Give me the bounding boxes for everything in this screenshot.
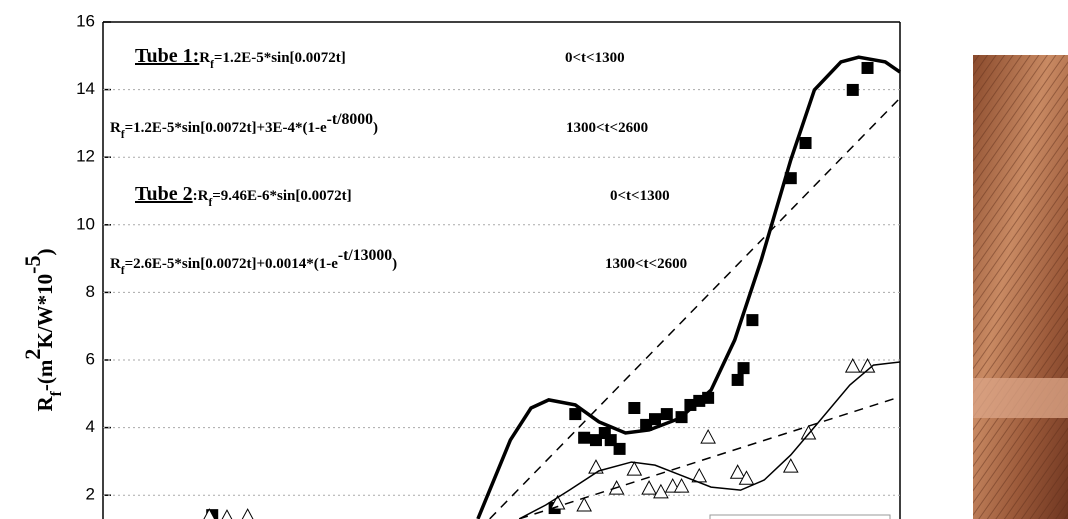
- triangle-point: [782, 458, 799, 473]
- text-part: ): [33, 249, 57, 256]
- y-tick-label: 10: [76, 214, 95, 233]
- fit-line: [518, 396, 901, 519]
- superscript: -5: [20, 256, 45, 274]
- square-point: [737, 362, 750, 375]
- text-part: =9.46E-6*sin[0.0072t]: [212, 188, 351, 204]
- legend-box: [709, 514, 891, 519]
- triangle-point: [549, 494, 566, 510]
- square-point: [628, 401, 641, 414]
- subscript: f: [48, 390, 65, 396]
- text-part: ): [373, 120, 378, 136]
- superscript: -t/13000: [338, 247, 392, 264]
- y-tick-label: 12: [76, 147, 95, 166]
- triangle-point: [203, 508, 216, 519]
- triangle-point: [800, 424, 817, 440]
- y-tick-label: 14: [76, 79, 95, 98]
- square-point: [648, 413, 661, 426]
- annotation-head: Tube 1:: [135, 45, 199, 67]
- superscript: 2: [20, 349, 45, 360]
- triangle-point: [221, 509, 233, 519]
- triangle-point: [653, 483, 669, 499]
- square-point: [799, 137, 812, 150]
- text-part: =1.2E-5*sin[0.0072t]+3E-4*(1-e: [125, 120, 327, 136]
- text-part: R: [110, 120, 121, 136]
- triangle-point: [738, 470, 755, 485]
- annotation-range: 1300<t<2600: [566, 120, 648, 136]
- subscript: f: [210, 59, 214, 71]
- y-tick-label: 6: [86, 349, 95, 368]
- tube-photo: [973, 55, 1068, 519]
- plot-area: [102, 21, 901, 519]
- text-part: -(m: [33, 359, 57, 391]
- text-part: R: [33, 395, 57, 411]
- text-part: R: [110, 256, 121, 272]
- text-part: K/W*10: [33, 274, 57, 349]
- square-point: [569, 408, 582, 421]
- subscript: f: [121, 265, 125, 277]
- triangle-point: [729, 464, 746, 479]
- text-part: :R: [193, 188, 209, 204]
- triangle-point: [241, 508, 254, 519]
- triangle-point: [700, 429, 716, 444]
- y-tick-label: 16: [76, 11, 95, 30]
- triangle-point: [673, 478, 690, 493]
- square-point: [861, 61, 874, 74]
- annotation: Tube 1:Rf=1.2E-5*sin[0.0072t]: [135, 45, 346, 71]
- triangle-point: [626, 461, 643, 476]
- annotation-range: 1300<t<2600: [605, 256, 687, 272]
- y-tick-label: 4: [86, 417, 95, 436]
- square-point: [613, 442, 626, 455]
- fit-line: [476, 55, 901, 519]
- subscript: f: [208, 197, 212, 209]
- annotation-range: 0<t<1300: [610, 188, 670, 204]
- text-part: =2.6E-5*sin[0.0072t]+0.0014*(1-e: [125, 256, 339, 272]
- fit-line: [518, 361, 901, 519]
- square-point: [731, 373, 744, 386]
- triangle-point: [641, 480, 657, 495]
- text-part: R: [199, 50, 210, 66]
- text-part: ): [392, 256, 397, 272]
- square-point: [578, 431, 591, 444]
- annotation: Rf=2.6E-5*sin[0.0072t]+0.0014*(1-e-t/130…: [110, 247, 397, 278]
- superscript: -t/8000: [327, 111, 373, 128]
- annotation-head: Tube 2: [135, 183, 193, 205]
- triangle-point: [588, 459, 604, 474]
- text-part: =1.2E-5*sin[0.0072t]: [214, 50, 346, 66]
- triangle-point: [859, 358, 876, 373]
- fit-line: [489, 97, 901, 519]
- square-point: [846, 83, 859, 96]
- y-axis-label: Rf-(m2K/W*10-5): [20, 249, 65, 412]
- square-point: [746, 314, 759, 327]
- annotation: Rf=1.2E-5*sin[0.0072t]+3E-4*(1-e-t/8000): [110, 111, 378, 142]
- triangle-point: [844, 358, 861, 373]
- y-tick-label: 2: [86, 485, 95, 504]
- subscript: f: [121, 129, 125, 141]
- triangle-point: [576, 496, 592, 512]
- annotation: Tube 2:Rf=9.46E-6*sin[0.0072t]: [135, 183, 352, 209]
- square-point: [660, 408, 673, 421]
- y-tick-label: 8: [86, 282, 95, 301]
- annotation-range: 0<t<1300: [565, 50, 625, 66]
